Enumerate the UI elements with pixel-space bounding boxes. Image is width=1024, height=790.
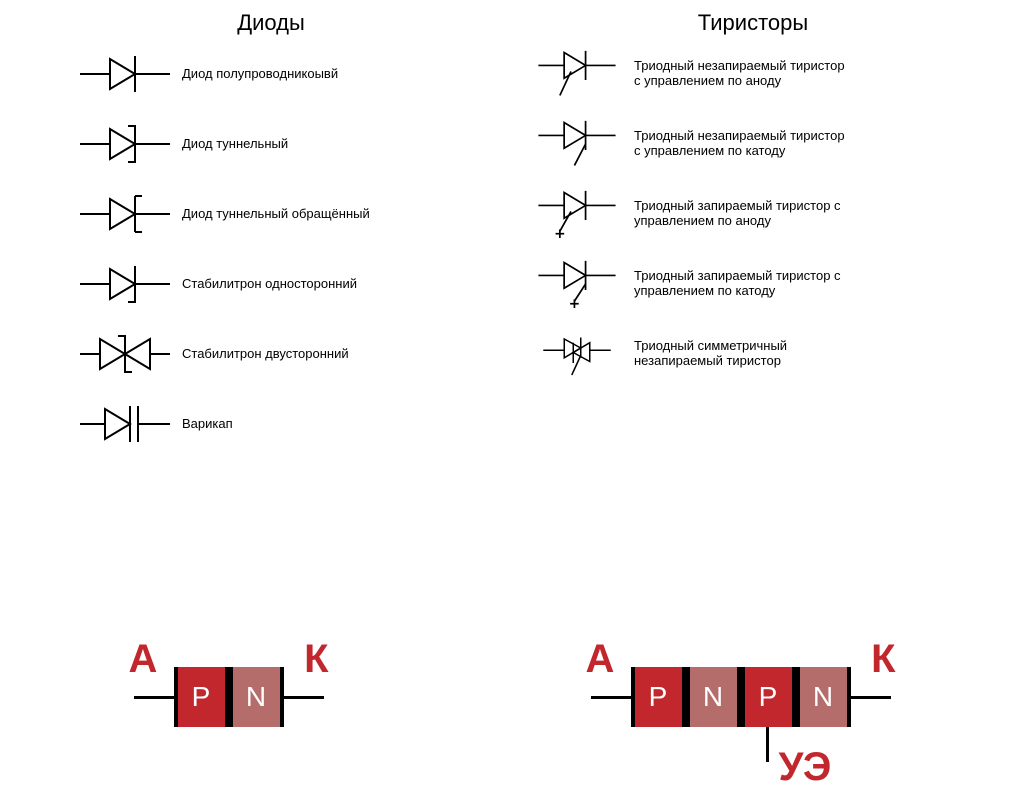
thyristor-symmetric-icon	[532, 324, 622, 384]
pn-diode-wire-left	[134, 696, 174, 699]
diode-tunnel-reverse: Диод туннельный обращённый	[30, 184, 512, 244]
pn-diode-anode: А	[129, 637, 158, 682]
pn-thyristor-seg-n1: N	[686, 667, 741, 727]
diode-tunnel-label: Диод туннельный	[182, 137, 288, 152]
zener-single-label: Стабилитрон односторонний	[182, 277, 357, 292]
thyristor-nonlatch-anode-icon	[532, 44, 622, 104]
thyristor-symmetric-label: Триодный симметричный незапираемый тирис…	[634, 339, 854, 369]
thyristor-latch-anode-icon	[532, 184, 622, 244]
pn-diode-cathode: К	[304, 637, 328, 682]
thyristor-symmetric: Триодный симметричный незапираемый тирис…	[512, 324, 994, 384]
pn-thyristor-gate: УЭ	[779, 745, 832, 790]
zener-single: Стабилитрон односторонний	[30, 254, 512, 314]
thyristors-column: Тиристоры Триодный незапираемый тиристор…	[512, 10, 994, 464]
thyristor-nonlatch-anode: Триодный незапираемый тиристор с управле…	[512, 44, 994, 104]
thyristor-nonlatch-cathode-label: Триодный незапираемый тиристор с управле…	[634, 129, 854, 159]
pn-diode-seg-p: P	[174, 667, 229, 727]
diode-semiconductor-label: Диод полупроводникоывй	[182, 67, 338, 82]
zener-single-icon	[80, 254, 170, 314]
zener-double: Стабилитрон двусторонний	[30, 324, 512, 384]
pn-thyristor-cathode: К	[871, 637, 895, 682]
varicap: Варикап	[30, 394, 512, 454]
thyristor-nonlatch-anode-label: Триодный незапираемый тиристор с управле…	[634, 59, 854, 89]
thyristor-latch-anode-label: Триодный запираемый тиристор с управлени…	[634, 199, 854, 229]
pn-diode-block: А P N К	[134, 667, 324, 727]
diodes-column: Диоды Диод полупроводникоывй Диод туннел…	[30, 10, 512, 464]
pn-junction-section: А P N К А P N P N К УЭ	[0, 667, 1024, 727]
symbol-chart: Диоды Диод полупроводникоывй Диод туннел…	[0, 0, 1024, 464]
pn-thyristor-anode: А	[586, 637, 615, 682]
pn-thyristor-seg-n2: N	[796, 667, 851, 727]
thyristor-latch-cathode-label: Триодный запираемый тиристор с управлени…	[634, 269, 854, 299]
thyristors-title: Тиристоры	[512, 10, 994, 36]
pn-thyristor-seg-p2: P	[741, 667, 796, 727]
diode-tunnel-reverse-icon	[80, 184, 170, 244]
pn-thyristor-block: А P N P N К УЭ	[591, 667, 891, 727]
zener-double-label: Стабилитрон двусторонний	[182, 347, 349, 362]
pn-thyristor-wire-left	[591, 696, 631, 699]
pn-diode-seg-n: N	[229, 667, 284, 727]
pn-diode-wire-right	[284, 696, 324, 699]
pn-thyristor-seg-p1: P	[631, 667, 686, 727]
zener-double-icon	[80, 324, 170, 384]
diode-semiconductor: Диод полупроводникоывй	[30, 44, 512, 104]
varicap-label: Варикап	[182, 417, 233, 432]
thyristor-latch-cathode-icon	[532, 254, 622, 314]
pn-thyristor-wire-right	[851, 696, 891, 699]
diode-tunnel-icon	[80, 114, 170, 174]
diode-tunnel: Диод туннельный	[30, 114, 512, 174]
diode-semiconductor-icon	[80, 44, 170, 104]
thyristor-nonlatch-cathode-icon	[532, 114, 622, 174]
thyristor-latch-anode: Триодный запираемый тиристор с управлени…	[512, 184, 994, 244]
diode-tunnel-reverse-label: Диод туннельный обращённый	[182, 207, 370, 222]
thyristor-nonlatch-cathode: Триодный незапираемый тиристор с управле…	[512, 114, 994, 174]
diodes-title: Диоды	[30, 10, 512, 36]
varicap-icon	[80, 394, 170, 454]
pn-thyristor-gate-wire	[766, 727, 769, 762]
thyristor-latch-cathode: Триодный запираемый тиристор с управлени…	[512, 254, 994, 314]
